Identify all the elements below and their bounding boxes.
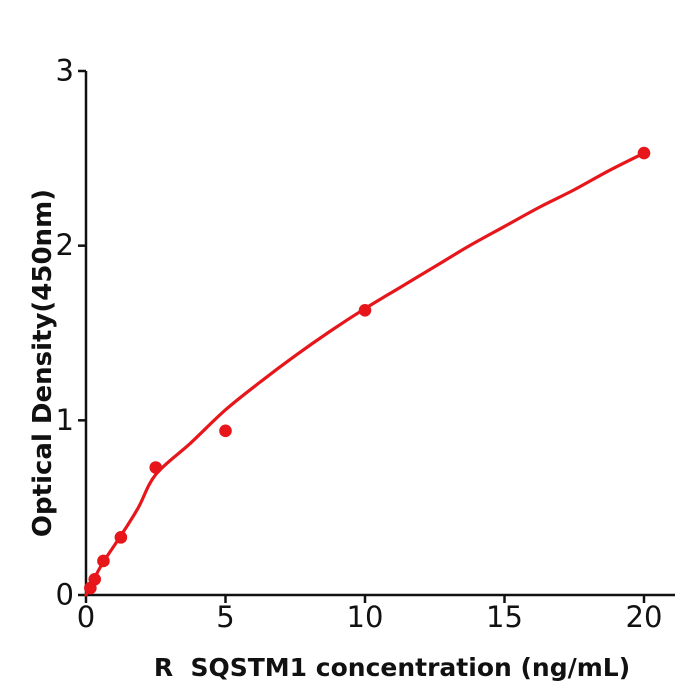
x-tick-label: 15 [486,600,523,634]
data-point [637,146,651,160]
y-tick-label: 1 [56,403,74,437]
x-tick-label: 20 [626,600,663,634]
data-point [149,461,163,474]
x-tick-label: 5 [216,600,234,634]
x-tick-label: 10 [347,600,384,634]
y-tick-label: 3 [56,53,74,87]
data-point [358,303,372,317]
fit-curve-line [84,151,646,597]
x-tick-label: 0 [77,600,95,634]
data-point [97,554,110,568]
y-tick-label: 2 [56,228,74,262]
data-point [219,424,232,438]
data-point [88,572,102,586]
y-tick-label: 0 [56,578,74,612]
data-point [114,531,128,544]
